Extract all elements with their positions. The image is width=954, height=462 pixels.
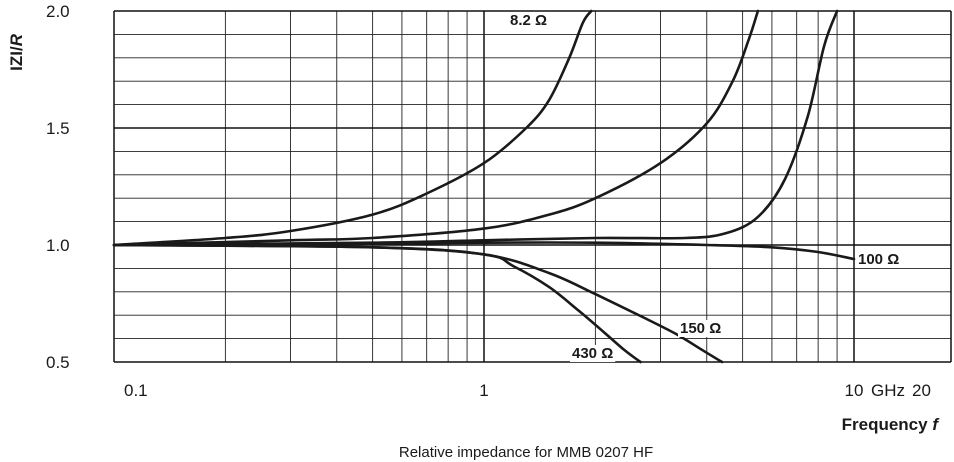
series-label-4: 100 Ω bbox=[858, 251, 899, 268]
curve-label-group: 8.2 Ω 100 Ω 150 Ω 430 Ω bbox=[508, 12, 902, 362]
series-line-2 bbox=[112, 9, 760, 247]
x-unit-label: GHz bbox=[871, 381, 905, 400]
series-label-5: 150 Ω bbox=[680, 320, 721, 337]
y-tick-label: 2.0 bbox=[46, 2, 70, 21]
x-axis-title-var: f bbox=[932, 415, 940, 434]
y-tick-label: 1.5 bbox=[46, 119, 70, 138]
series-line-6 bbox=[112, 243, 642, 364]
series-label-background bbox=[678, 320, 724, 337]
chart-caption: Relative impedance for MMB 0207 HF bbox=[399, 444, 653, 461]
y-tick-label: 0.5 bbox=[46, 353, 70, 372]
series-label-1: 8.2 Ω bbox=[510, 12, 547, 29]
x-axis-title: Frequency f bbox=[842, 415, 941, 434]
series-label-6: 430 Ω bbox=[572, 345, 613, 362]
x-axis-title-text: Frequency bbox=[842, 415, 929, 434]
series-line-4 bbox=[112, 241, 856, 261]
curve-group bbox=[112, 9, 856, 364]
series-label-background bbox=[508, 12, 550, 29]
x-tick-label-extra: 20 bbox=[912, 381, 931, 400]
x-tick-label: 1 bbox=[479, 381, 488, 400]
plot-grid bbox=[113, 10, 952, 363]
series-line-1 bbox=[112, 9, 593, 247]
series-line-5 bbox=[112, 243, 724, 364]
x-tick-label: 0.1 bbox=[124, 381, 148, 400]
x-tick-label: 10 bbox=[845, 381, 864, 400]
y-axis-title-text: IZI/ bbox=[7, 46, 26, 71]
y-tick-label: 1.0 bbox=[46, 236, 70, 255]
tick-label-group: 0.5 1.0 1.5 2.0 0.1 1 10 GHz 20 bbox=[46, 2, 931, 400]
series-label-background bbox=[570, 345, 616, 362]
series-label-background bbox=[856, 251, 902, 268]
y-axis-title-var: R bbox=[7, 33, 26, 46]
y-axis-title: IZI/R bbox=[7, 33, 26, 71]
